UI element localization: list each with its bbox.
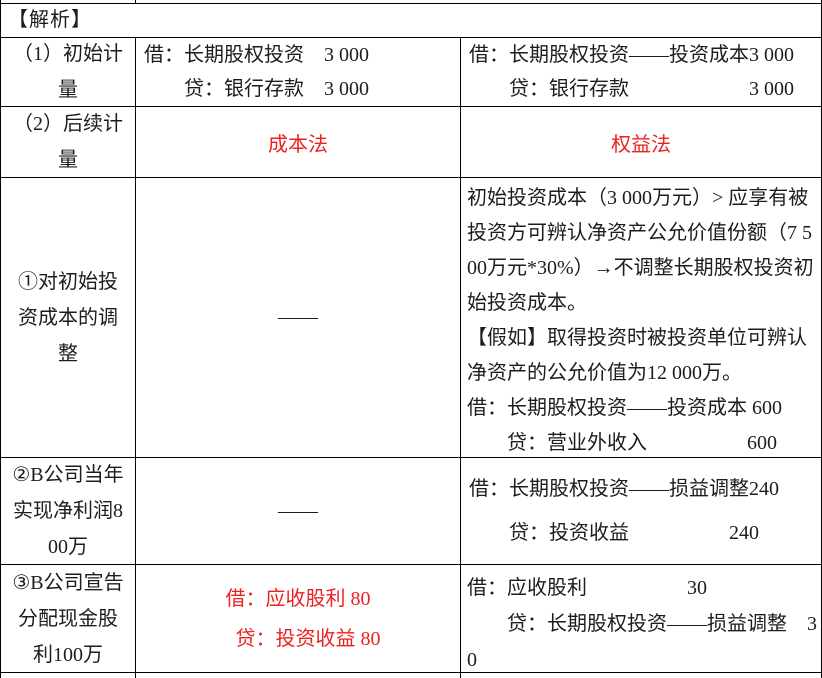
cell-label-initial-cost-adjustment: ①对初始投资成本的调整 bbox=[1, 178, 136, 457]
row-initial-cost-adjustment: ①对初始投资成本的调整 —— 初始投资成本（3 000万元）> 应享有被投资方可… bbox=[1, 178, 821, 458]
journal-line: 借：应收股利 30 bbox=[467, 577, 707, 599]
bottom-partial-divider bbox=[1, 673, 136, 678]
journal-line: 贷：银行存款 3 000 bbox=[144, 78, 369, 100]
bottom-partial-row bbox=[1, 673, 821, 678]
journal-line: 贷：银行存款 3 000 bbox=[469, 78, 794, 100]
row-cash-dividend: ③B公司宣告分配现金股利100万 借：应收股利 80 贷：投资收益 80 借：应… bbox=[1, 565, 821, 673]
adjustment-explanation: 初始投资成本（3 000万元）> 应享有被投资方可辨认净资产公允价值份额（7 5… bbox=[467, 187, 814, 314]
cell-cost-method-no-entry: —— bbox=[136, 458, 461, 564]
row-initial-measurement: （1）初始计量 借：长期股权投资 3 000 贷：银行存款 3 000 借：长期… bbox=[1, 38, 821, 107]
cell-label-subsequent-measurement: （2）后续计量 bbox=[1, 107, 136, 177]
bottom-partial-divider bbox=[136, 673, 461, 678]
cell-equity-method-profit-entry: 借：长期股权投资——损益调整240 贷：投资收益 240 bbox=[461, 458, 821, 564]
cell-label-cash-dividend: ③B公司宣告分配现金股利100万 bbox=[1, 565, 136, 672]
journal-line: 贷：营业外收入 600 bbox=[467, 432, 777, 454]
top-partial-divider bbox=[1, 0, 136, 3]
cell-cost-method-no-entry: —— bbox=[136, 178, 461, 457]
cell-equity-method-dividend-entry: 借：应收股利 30 贷：长期股权投资——损益调整 3 0 bbox=[461, 565, 821, 672]
cell-label-initial-measurement: （1）初始计量 bbox=[1, 38, 136, 106]
journal-line: 贷：投资收益 240 bbox=[469, 522, 759, 544]
cell-cost-method-initial-entry: 借：长期股权投资 3 000 贷：银行存款 3 000 bbox=[136, 38, 461, 106]
row-net-profit: ②B公司当年实现净利润800万 —— 借：长期股权投资——损益调整240 贷：投… bbox=[1, 458, 821, 565]
cell-equity-method-initial-entry: 借：长期股权投资——投资成本3 000 贷：银行存款 3 000 bbox=[461, 38, 821, 106]
journal-line: 借：长期股权投资——投资成本 600 bbox=[467, 397, 782, 419]
top-partial-row bbox=[1, 0, 821, 4]
journal-line: 借：长期股权投资 3 000 bbox=[144, 44, 369, 66]
cost-method-heading: 成本法 bbox=[136, 107, 461, 177]
cell-equity-method-adjustment: 初始投资成本（3 000万元）> 应享有被投资方可辨认净资产公允价值份额（7 5… bbox=[461, 178, 821, 457]
row-subsequent-measurement: （2）后续计量 成本法 权益法 bbox=[1, 107, 821, 178]
assumption-note: 【假如】取得投资时被投资单位可辨认净资产的公允价值为12 000万。 bbox=[467, 327, 807, 384]
journal-line: 贷：长期股权投资——损益调整 3 bbox=[467, 613, 817, 635]
analysis-title: 【解析】 bbox=[8, 9, 92, 31]
cell-cost-method-dividend-entry: 借：应收股利 80 贷：投资收益 80 bbox=[136, 565, 461, 672]
analysis-header-row: 【解析】 bbox=[1, 4, 821, 38]
cell-label-net-profit: ②B公司当年实现净利润800万 bbox=[1, 458, 136, 564]
journal-line: 借：应收股利 80 bbox=[225, 587, 371, 610]
journal-line: 借：长期股权投资——损益调整240 bbox=[469, 478, 779, 500]
equity-method-heading: 权益法 bbox=[611, 133, 671, 156]
journal-line: 借：长期股权投资——投资成本3 000 bbox=[469, 44, 794, 66]
journal-line-wrap: 0 bbox=[467, 649, 477, 671]
journal-line: 贷：投资收益 80 bbox=[215, 627, 381, 650]
